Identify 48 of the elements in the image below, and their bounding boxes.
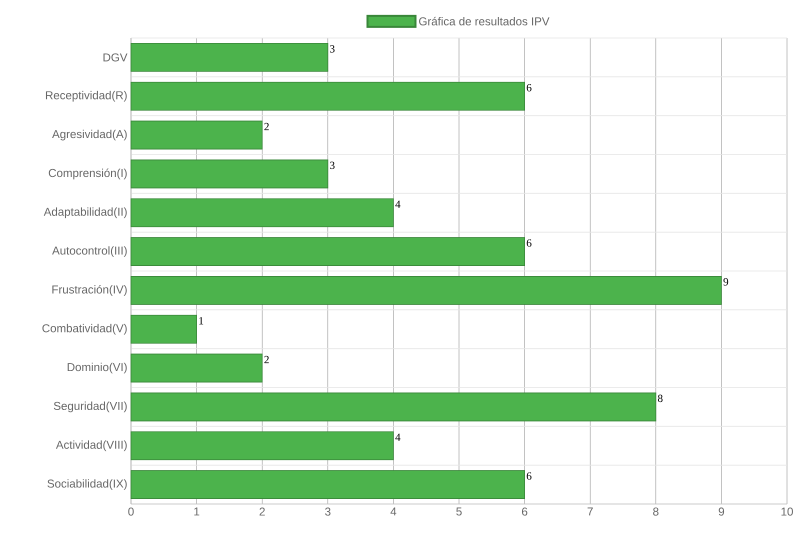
y-tick-label: DGV xyxy=(103,53,128,62)
y-tick-label: Comprensión(I) xyxy=(48,168,127,180)
bar xyxy=(130,392,656,422)
y-tick-label: Combatividad(V) xyxy=(42,324,127,335)
data-label: 3 xyxy=(330,162,335,170)
bar xyxy=(130,431,394,460)
bar xyxy=(130,82,526,111)
x-tick-label: 2 xyxy=(260,508,265,516)
data-label: 9 xyxy=(723,278,728,286)
data-label: 6 xyxy=(526,472,532,480)
x-tick-label: 7 xyxy=(588,508,593,516)
bar xyxy=(130,237,526,266)
bar xyxy=(130,120,263,150)
legend-label: Gráfica de resultados IPV xyxy=(419,16,550,26)
bar xyxy=(130,314,197,344)
x-tick-label: 5 xyxy=(456,508,462,516)
y-tick-label: Dominio(VI) xyxy=(68,362,127,374)
data-label: 6 xyxy=(526,84,532,92)
x-tick-label: 4 xyxy=(390,508,396,516)
data-label: 4 xyxy=(395,200,400,208)
x-tick-label: 6 xyxy=(522,508,528,516)
x-tick-label: 9 xyxy=(718,508,724,516)
data-label: 2 xyxy=(264,356,269,364)
x-tick-label: 3 xyxy=(325,508,330,516)
x-tick-label: 8 xyxy=(653,508,658,516)
y-tick-label: Actividad(VIII) xyxy=(56,440,127,452)
y-tick-label: Receptividad(R) xyxy=(46,90,127,102)
y-tick-label: Sociabilidad(IX) xyxy=(47,479,127,490)
data-label: 3 xyxy=(330,45,335,53)
y-tick-label: Adaptabilidad(II) xyxy=(44,207,127,218)
bar xyxy=(130,354,263,382)
x-tick-label: 1 xyxy=(194,508,200,516)
data-label: 8 xyxy=(658,394,663,402)
x-tick-label: 0 xyxy=(128,508,134,516)
bar xyxy=(130,470,526,499)
bar xyxy=(130,43,328,72)
bar xyxy=(130,276,722,305)
data-label: 2 xyxy=(264,122,269,130)
y-tick-label: Frustración(IV) xyxy=(52,284,127,296)
data-label: 1 xyxy=(199,317,204,324)
y-tick-label: Autocontrol(III) xyxy=(52,246,127,257)
y-tick-label: Seguridad(VII) xyxy=(54,402,127,412)
y-tick-label: Agresividad(A) xyxy=(52,130,127,140)
x-tick-label: 10 xyxy=(781,508,793,516)
bar xyxy=(130,160,328,188)
data-label: 6 xyxy=(526,239,532,247)
data-label: 4 xyxy=(395,434,400,441)
bar xyxy=(130,198,394,228)
